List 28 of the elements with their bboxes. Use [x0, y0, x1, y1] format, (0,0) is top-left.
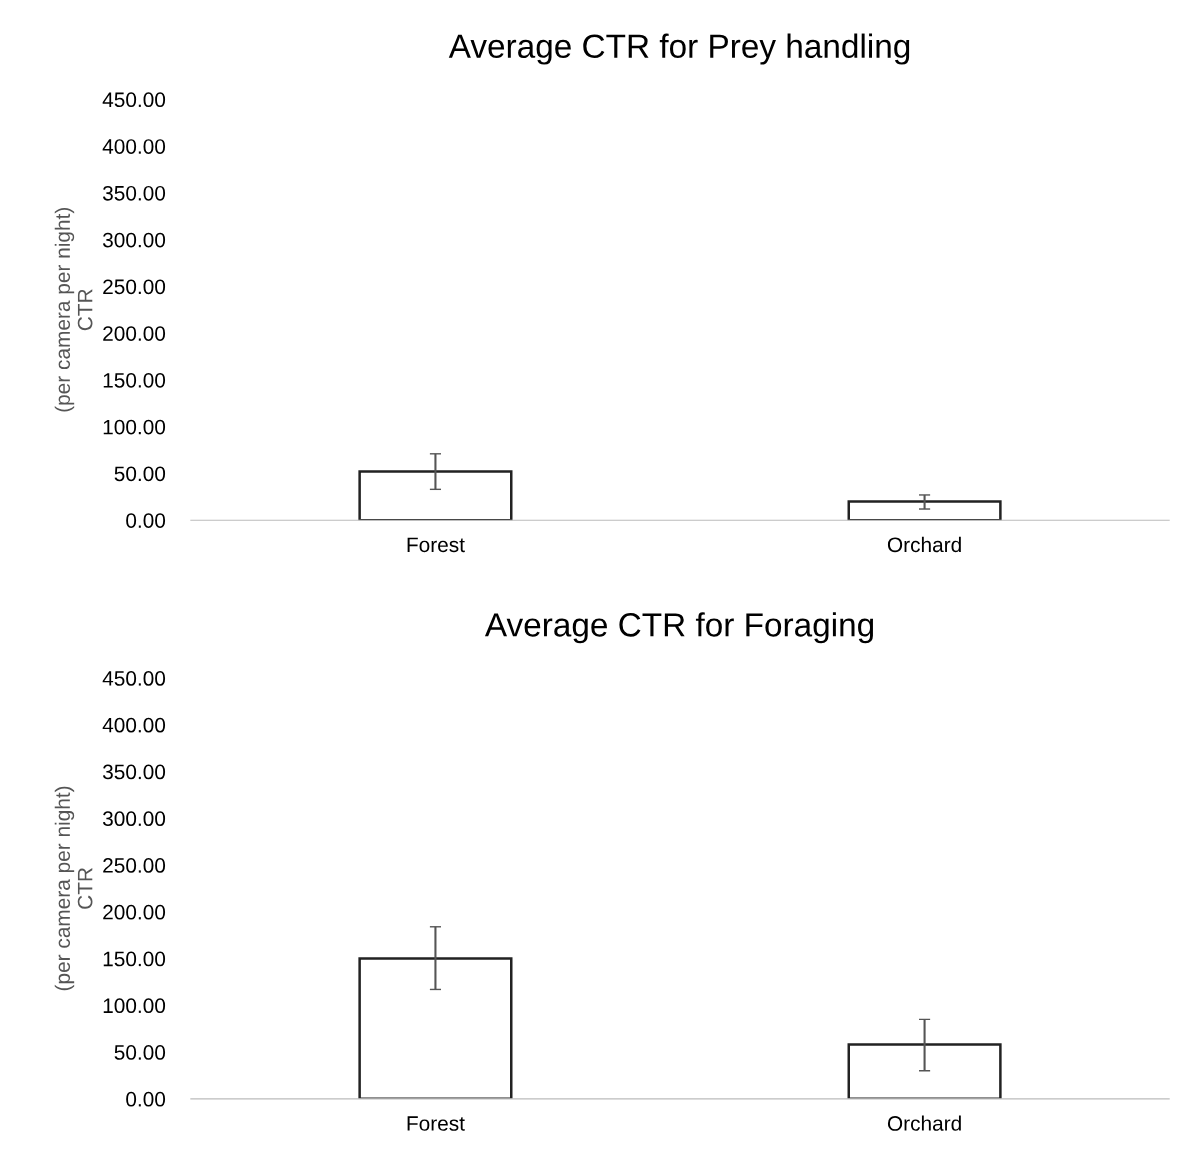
- y-tick-label: 200.00: [103, 326, 166, 341]
- y-tick-label: 300.00: [102, 232, 166, 248]
- y-tick-label: 350.00: [102, 764, 166, 780]
- y-tick-label: 400.00: [102, 139, 166, 154]
- y-tick-label: 100.00: [103, 419, 166, 435]
- y-tick-label: 300.00: [102, 811, 166, 827]
- y-tick-label: 0.00: [126, 513, 166, 528]
- y-axis-title: (per camera per night) CTR: [54, 786, 93, 991]
- y-tick-label: 150.00: [103, 951, 166, 967]
- x-tick-label: Forest: [407, 1116, 465, 1131]
- y-tick-label: 200.00: [103, 904, 166, 920]
- y-tick-label: 50.00: [114, 466, 166, 482]
- y-tick-label: 250.00: [103, 279, 166, 295]
- x-tick-label: Orchard: [887, 1115, 961, 1131]
- y-tick-label: 450.00: [102, 92, 166, 108]
- x-tick-label: Orchard: [887, 536, 961, 553]
- y-tick-label: 150.00: [103, 372, 166, 388]
- y-tick-label: 250.00: [103, 858, 166, 873]
- chart-title: Average CTR for Prey handling: [448, 33, 910, 65]
- chart-title: Average CTR for Foraging: [484, 612, 874, 644]
- y-tick-label: 100.00: [103, 998, 166, 1014]
- y-axis-title: (per camera per night) CTR: [54, 208, 93, 412]
- y-tick-label: 400.00: [102, 717, 166, 733]
- y-tick-label: 0.00: [126, 1091, 166, 1107]
- y-tick-label: 350.00: [102, 185, 166, 201]
- y-tick-label: 450.00: [102, 671, 166, 686]
- y-tick-label: 50.00: [114, 1045, 166, 1060]
- x-tick-label: Forest: [407, 537, 465, 553]
